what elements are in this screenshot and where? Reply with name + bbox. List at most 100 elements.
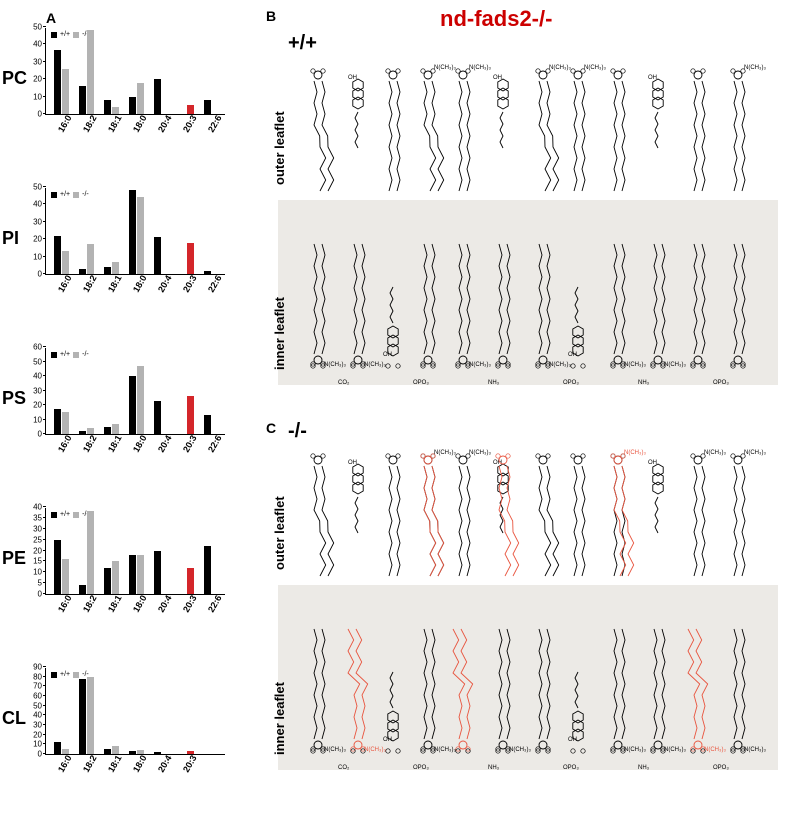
legend: +/+-/-: [51, 31, 89, 38]
svg-text:OH: OH: [348, 75, 357, 81]
legend: +/+-/-: [51, 351, 89, 358]
chart-area: +/+-/-010203040506016:018:218:118:020:42…: [45, 348, 225, 435]
svg-text:N(CH₃)₃: N(CH₃)₃: [434, 65, 456, 71]
xlabel: 20:3: [181, 433, 199, 454]
svg-text:CO₂: CO₂: [338, 380, 350, 386]
svg-text:N(CH₃)₃: N(CH₃)₃: [469, 65, 491, 71]
ytick: 30: [24, 386, 42, 395]
bar-wt: [54, 409, 61, 434]
legend: +/+-/-: [51, 671, 89, 678]
svg-text:N(CH₃)₃: N(CH₃)₃: [584, 65, 606, 71]
svg-text:N(CH₃)₃: N(CH₃)₃: [744, 450, 766, 456]
chart-cl: +/+-/-010203040506070809016:018:218:118:…: [45, 668, 245, 783]
xlabel: 18:0: [131, 273, 149, 294]
svg-text:N(CH₃)₃: N(CH₃)₃: [434, 747, 456, 753]
ytick: 40: [24, 711, 42, 720]
chart-title-pe: PE: [2, 548, 26, 569]
xlabel: 20:4: [156, 753, 174, 774]
bar-wt: [204, 415, 211, 434]
xlabel: 18:1: [106, 273, 124, 294]
svg-text:OH: OH: [648, 75, 657, 81]
xlabel: 18:0: [131, 593, 149, 614]
xlabel: 18:2: [81, 273, 99, 294]
bar-wt: [129, 376, 136, 434]
bar-wt: [129, 555, 136, 594]
svg-text:OPO₃: OPO₃: [413, 765, 429, 771]
bar-wt: [154, 551, 161, 595]
xlabel: 18:0: [131, 113, 149, 134]
svg-text:N(CH₃)₃: N(CH₃)₃: [469, 450, 491, 456]
xlabel: 22:6: [206, 273, 224, 294]
bar-ko: [112, 561, 119, 594]
membrane-c-svg: OHN(CH₃)₃N(CH₃)₃OHOHN(CH₃)₃N(CH₃)₃N(CH₃)…: [278, 430, 783, 775]
ytick: 60: [24, 692, 42, 701]
svg-text:N(CH₃)₃: N(CH₃)₃: [744, 65, 766, 71]
xlabel: 18:0: [131, 433, 149, 454]
svg-text:N(CH₃)₃: N(CH₃)₃: [509, 747, 531, 753]
ytick: 10: [24, 92, 42, 101]
xlabel: 18:2: [81, 753, 99, 774]
bar-wt: [129, 751, 136, 754]
bar-wt: [154, 752, 161, 754]
bar-ko: [187, 243, 194, 274]
bar-ko: [62, 559, 69, 594]
ytick: 40: [24, 40, 42, 49]
svg-text:N(CH₃)₃: N(CH₃)₃: [624, 747, 646, 753]
bar-ko: [62, 69, 69, 114]
xlabel: 20:3: [181, 753, 199, 774]
ytick: 40: [24, 503, 42, 512]
svg-text:OH: OH: [568, 737, 577, 743]
svg-text:N(CH₃)₃: N(CH₃)₃: [664, 362, 686, 368]
svg-text:NH₃: NH₃: [638, 380, 650, 386]
chart-pi: +/+-/-0102030405016:018:218:118:020:420:…: [45, 188, 245, 303]
ytick: 70: [24, 682, 42, 691]
ytick: 30: [24, 217, 42, 226]
figure-title: nd-fads2-/-: [440, 6, 552, 32]
xlabel: 22:6: [206, 433, 224, 454]
svg-text:NH₃: NH₃: [488, 765, 500, 771]
membrane-b-svg: OHN(CH₃)₃N(CH₃)₃OHN(CH₃)₃N(CH₃)₃OHN(CH₃)…: [278, 45, 783, 390]
ytick: 20: [24, 730, 42, 739]
bar-ko: [62, 251, 69, 274]
chart-title-ps: PS: [2, 388, 26, 409]
bar-ko: [87, 30, 94, 114]
xlabel: 16:0: [56, 753, 74, 774]
xlabel: 20:4: [156, 113, 174, 134]
xlabel: 20:4: [156, 593, 174, 614]
bar-ko: [112, 424, 119, 434]
svg-text:N(CH₃)₃: N(CH₃)₃: [364, 362, 386, 368]
bar-wt: [104, 568, 111, 594]
ytick: 30: [24, 524, 42, 533]
svg-text:OPO₃: OPO₃: [563, 380, 579, 386]
ytick: 60: [24, 343, 42, 352]
column-bc: B nd-fads2-/- +/+ C -/- outer leaflet in…: [260, 0, 785, 819]
xlabel: 20:3: [181, 273, 199, 294]
svg-text:N(CH₃)₃: N(CH₃)₃: [324, 362, 346, 368]
bar-wt: [104, 100, 111, 114]
bar-wt: [79, 86, 86, 114]
xlabel: 18:1: [106, 113, 124, 134]
xlabel: 18:2: [81, 593, 99, 614]
bar-ko: [87, 511, 94, 594]
bar-wt: [104, 267, 111, 274]
bar-ko: [137, 197, 144, 274]
ytick: 15: [24, 557, 42, 566]
ytick: 90: [24, 663, 42, 672]
bar-wt: [79, 431, 86, 434]
bar-wt: [204, 546, 211, 594]
svg-text:N(CH₃)₃: N(CH₃)₃: [549, 65, 571, 71]
svg-text:OPO₃: OPO₃: [713, 765, 729, 771]
column-a: PC+/+-/-0102030405016:018:218:118:020:42…: [0, 0, 250, 819]
xlabel: 18:1: [106, 433, 124, 454]
svg-text:N(CH₃)₃: N(CH₃)₃: [624, 450, 646, 456]
bar-wt: [154, 79, 161, 114]
bar-wt: [154, 237, 161, 274]
chart-title-pi: PI: [2, 228, 19, 249]
bar-wt: [204, 100, 211, 114]
svg-text:N(CH₃)₃: N(CH₃)₃: [664, 747, 686, 753]
svg-text:N(CH₃)₃: N(CH₃)₃: [469, 362, 491, 368]
xlabel: 20:4: [156, 433, 174, 454]
svg-text:N(CH₃)₃: N(CH₃)₃: [364, 747, 386, 753]
chart-area: +/+-/-0102030405016:018:218:118:020:420:…: [45, 28, 225, 115]
bar-ko: [137, 366, 144, 434]
